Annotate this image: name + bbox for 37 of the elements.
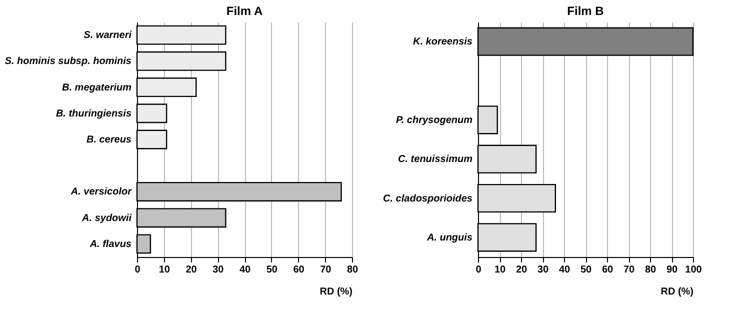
x-tick-label: 80 <box>644 264 656 276</box>
x-tick-label: 50 <box>580 264 592 276</box>
y-tick-label: A. versicolor <box>70 186 133 198</box>
chart-title: Film B <box>567 4 604 18</box>
x-axis-title: RD (%) <box>320 286 352 298</box>
y-tick-label: C. tenuissimum <box>398 154 473 166</box>
y-tick-label: S. hominis subsp. hominis <box>4 56 132 68</box>
x-tick-label: 70 <box>320 264 332 276</box>
x-tick-label: 100 <box>685 264 702 276</box>
x-tick-label: 30 <box>537 264 549 276</box>
x-axis-title: RD (%) <box>660 286 694 298</box>
x-tick-label: 50 <box>266 264 278 276</box>
x-tick-label: 40 <box>558 264 570 276</box>
x-tick-label: 20 <box>186 264 198 276</box>
y-tick-label: A. sydowii <box>81 212 132 224</box>
y-tick-label: A. flavus <box>88 238 132 250</box>
y-tick-label: B. megaterium <box>62 82 132 94</box>
x-tick-label: 10 <box>158 264 170 276</box>
chart-title: Film A <box>226 4 263 18</box>
x-tick-label: 90 <box>666 264 678 276</box>
x-tick-label: 0 <box>134 264 141 276</box>
x-tick-label: 10 <box>494 264 506 276</box>
y-tick-label: C. cladosporioides <box>383 193 473 204</box>
y-tick-label: B. cereus <box>86 134 132 146</box>
x-tick-label: 20 <box>516 264 528 276</box>
y-tick-label: B. thuringiensis <box>56 108 132 120</box>
x-tick-label: 80 <box>346 264 358 276</box>
y-tick-label: P. chrysogenum <box>396 114 473 126</box>
x-tick-label: 70 <box>623 264 635 276</box>
y-tick-label: S. warneri <box>84 30 132 42</box>
x-tick-label: 40 <box>239 264 251 276</box>
y-tick-label: K. koreensis <box>413 36 473 48</box>
y-tick-label: A. unguis <box>426 232 473 244</box>
x-tick-label: 0 <box>476 264 482 276</box>
x-tick-label: 60 <box>602 264 614 276</box>
x-tick-label: 60 <box>293 264 305 276</box>
x-tick-label: 30 <box>212 264 224 276</box>
